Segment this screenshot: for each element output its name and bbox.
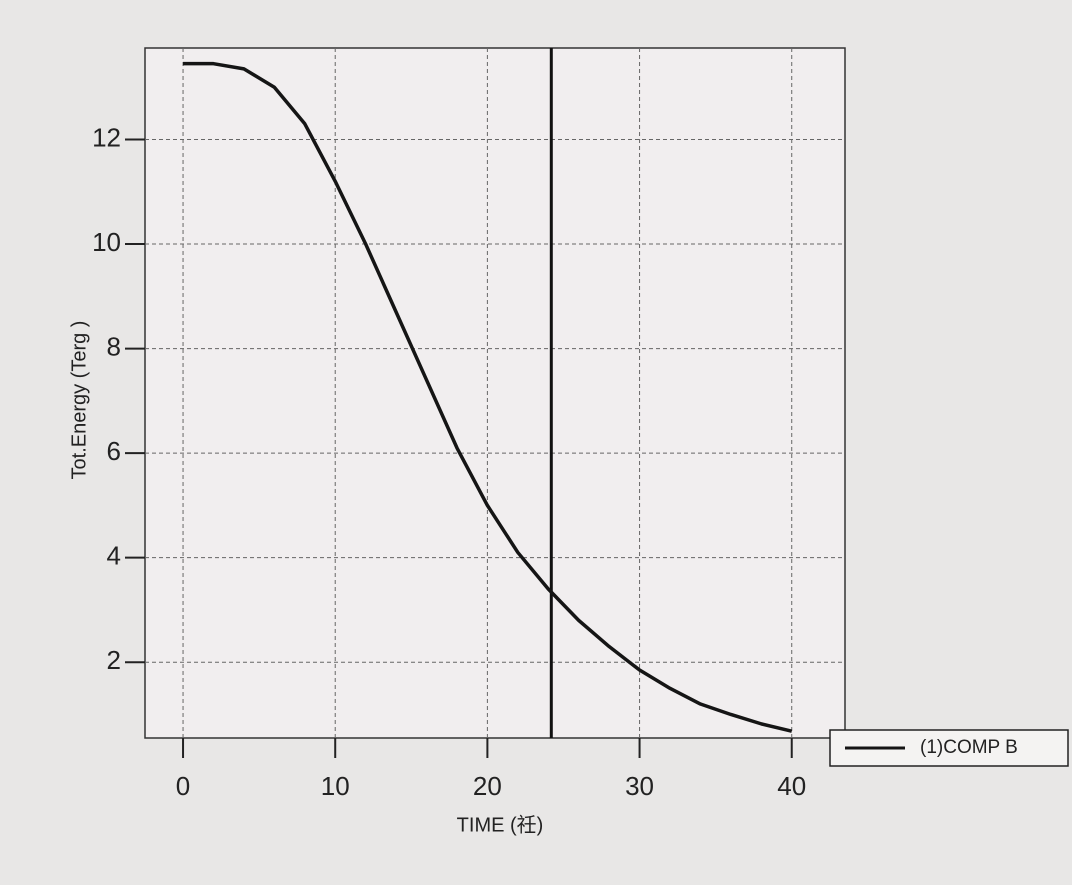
y-axis-label: Tot.Energy (Terg ) bbox=[68, 321, 90, 480]
x-tick-label: 0 bbox=[176, 771, 190, 801]
y-tick-label: 12 bbox=[92, 122, 121, 152]
x-tick-label: 10 bbox=[321, 771, 350, 801]
line-series bbox=[183, 61, 793, 733]
y-tick-label: 10 bbox=[92, 227, 121, 257]
y-tick-label: 8 bbox=[107, 331, 121, 361]
x-axis-label: TIME (祍) bbox=[457, 813, 544, 836]
x-tick-label: 30 bbox=[625, 771, 654, 801]
plot-area bbox=[144, 47, 846, 739]
x-tick-label: 40 bbox=[777, 771, 806, 801]
y-tick-label: 2 bbox=[107, 645, 121, 675]
legend-label: (1)COMP B bbox=[920, 737, 1018, 758]
y-tick-label: 4 bbox=[107, 541, 121, 571]
y-tick-label: 6 bbox=[107, 436, 121, 466]
x-tick-label: 20 bbox=[473, 771, 502, 801]
